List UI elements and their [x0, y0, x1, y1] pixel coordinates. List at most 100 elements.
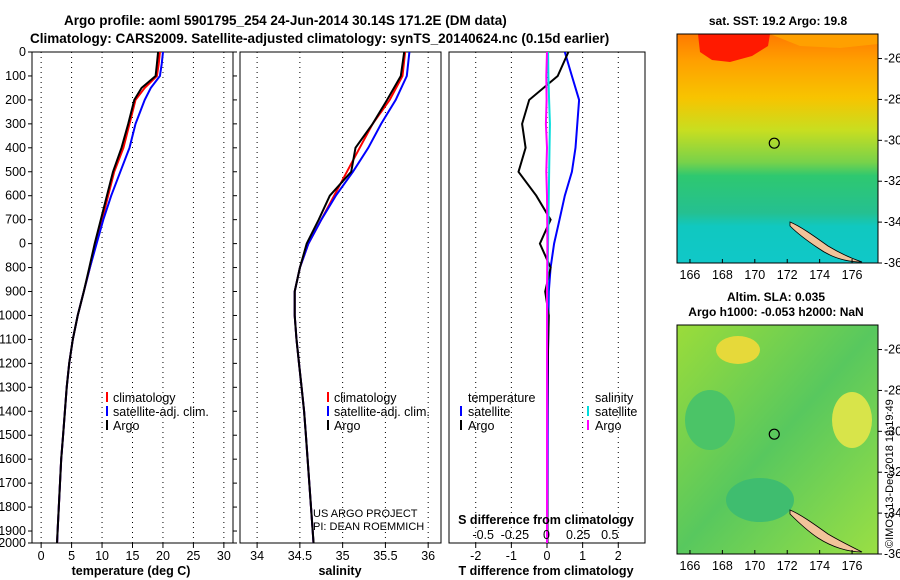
- legend-label-sal-satellite: satellite: [595, 405, 637, 419]
- sst-map-title: sat. SST: 19.2 Argo: 19.8: [709, 14, 848, 28]
- map-x-tick-label: 172: [777, 559, 798, 573]
- map-x-tick-label: 176: [842, 559, 863, 573]
- sla-land-new-caledonia: [789, 509, 863, 553]
- temperature-gridlines: [40, 52, 225, 543]
- s-diff-tick-label: -0.5: [472, 528, 494, 542]
- sst-warm-patch: [698, 34, 770, 62]
- map-x-tick-label: 168: [712, 268, 733, 282]
- map-y-tick-label: -36: [884, 547, 900, 561]
- y-tick-label: 500: [5, 165, 26, 179]
- x-tick-label: 1: [579, 549, 586, 563]
- y-tick-label: 200: [5, 93, 26, 107]
- legend-label-temp-argo: Argo: [468, 419, 494, 433]
- x-tick-label: -1: [506, 549, 517, 563]
- y-tick-label: 2000: [0, 536, 26, 550]
- y-tick-label: 1700: [0, 476, 26, 490]
- legend-temp-title: temperature: [468, 391, 535, 405]
- x-tick-label: 36: [421, 549, 435, 563]
- series-line-0: [293, 52, 407, 543]
- x-tick-label: 20: [156, 549, 170, 563]
- legend-label-climatology: climatology: [334, 391, 397, 405]
- map-y-tick-label: -30: [884, 424, 900, 438]
- map-y-tick-label: -34: [884, 215, 900, 229]
- legend-left-A: climatology satellite-adj. clim. Argo: [106, 391, 209, 433]
- sst-map-field: [677, 34, 878, 263]
- salinity-plot-frame: [239, 51, 442, 544]
- salinity-x-label: salinity: [318, 564, 361, 578]
- y-tick-label: 1300: [0, 380, 26, 394]
- salinity-x-axis: 34 34.5 35 35.5 36: [250, 543, 435, 563]
- map-x-tick-label: 166: [680, 559, 701, 573]
- map-x-tick-label: 170: [744, 268, 765, 282]
- y-tick-label: 600: [5, 189, 26, 203]
- x-tick-label: 0: [544, 549, 551, 563]
- sla-low-patch-west: [685, 390, 735, 450]
- y-tick-label: 800: [5, 261, 26, 275]
- sla-low-patch: [726, 478, 794, 522]
- legend-label-temp-satellite: satellite: [468, 405, 510, 419]
- sla-high-patch: [716, 336, 760, 364]
- y-tick-label: 0: [19, 45, 26, 59]
- s-diff-tick-label: 0: [543, 528, 550, 542]
- map-x-tick-label: 174: [809, 268, 830, 282]
- legend-label-argo: Argo: [334, 419, 360, 433]
- s-difference-x-axis: -0.5 -0.25 0 0.25 0.5: [472, 528, 618, 542]
- map-x-tick-label: 170: [744, 559, 765, 573]
- map-y-tick-label: -26: [884, 52, 900, 66]
- legend-sal-title: salinity: [595, 391, 634, 405]
- map-y-tick-label: -26: [884, 343, 900, 357]
- y-tick-label: 0: [19, 237, 26, 251]
- project-credit: US ARGO PROJECT: [313, 508, 418, 520]
- s-diff-tick-label: 0.25: [566, 528, 590, 542]
- y-tick-label: 1500: [0, 428, 26, 442]
- map-y-tick-label: -28: [884, 383, 900, 397]
- x-tick-label: 15: [126, 549, 140, 563]
- imos-stamp: ©IMOS 13-Dec-2018 19:19:49: [884, 399, 896, 548]
- series-line-2: [293, 52, 406, 543]
- y-tick-label: 1600: [0, 452, 26, 466]
- difference-series-group: [517, 52, 581, 543]
- x-tick-label: 30: [217, 549, 231, 563]
- sla-map-subtitle: Argo h1000: -0.053 h2000: NaN: [688, 305, 863, 319]
- legend-label-satellite: satellite-adj. clim.: [334, 405, 430, 419]
- t-difference-x-axis: -2 -1 0 1 2: [470, 543, 622, 563]
- y-tick-label: 1000: [0, 308, 26, 322]
- map-y-tick-label: -36: [884, 256, 900, 270]
- series-line-2: [56, 52, 160, 543]
- y-tick-label: 400: [5, 141, 26, 155]
- y-tick-label: 1400: [0, 404, 26, 418]
- map-y-tick-label: -34: [884, 506, 900, 520]
- sla-map-frame: [676, 324, 879, 555]
- sla-float-marker: [768, 428, 780, 440]
- map-x-tick-label: 174: [809, 559, 830, 573]
- series-line-1: [517, 52, 570, 543]
- sst-float-marker: [768, 137, 780, 149]
- legend-label-climatology: climatology: [113, 391, 176, 405]
- sla-map-title: Altim. SLA: 0.035: [727, 290, 825, 304]
- salinity-series-group: [293, 52, 411, 543]
- legend-left-B: climatology satellite-adj. clim. Argo: [327, 391, 430, 433]
- sla-map-axes: 166 168 170 172 174 176 -26 -28 -30 -32 -34 -36: [680, 343, 900, 573]
- x-tick-label: 0: [38, 549, 45, 563]
- y-tick-label: 1200: [0, 356, 26, 370]
- x-tick-label: 35.5: [373, 549, 397, 563]
- y-tick-label: 1800: [0, 500, 26, 514]
- sst-map-frame: [676, 33, 879, 264]
- temperature-series-group: [56, 52, 164, 543]
- x-tick-label: -2: [470, 549, 481, 563]
- y-tick-label: 1900: [0, 524, 26, 538]
- x-tick-label: 10: [95, 549, 109, 563]
- t-difference-x-label: T difference from climatology: [458, 564, 633, 578]
- legend-label-sal-argo: Argo: [595, 419, 621, 433]
- legend-right: temperature satellite Argo salinity sate…: [460, 391, 637, 433]
- y-tick-label: 700: [5, 213, 26, 227]
- sst-land-new-caledonia: [789, 221, 863, 263]
- salinity-panel: 34 34.5 35 35.5 36 salinity climatology sate…: [239, 51, 442, 578]
- depth-axis: 0 100 200 300 400 500 600 700 0 800 900 1000 1100 120…: [0, 45, 237, 550]
- y-tick-label: 900: [5, 285, 26, 299]
- x-tick-label: 25: [186, 549, 200, 563]
- map-y-tick-label: -32: [884, 174, 900, 188]
- series-line-0: [56, 52, 161, 543]
- map-x-tick-label: 168: [712, 559, 733, 573]
